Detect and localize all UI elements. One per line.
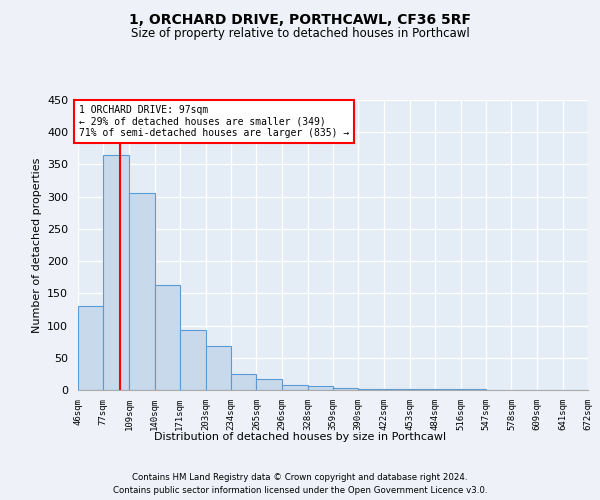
Bar bbox=[103, 155, 130, 390]
Bar bbox=[231, 374, 256, 390]
Bar bbox=[358, 388, 385, 390]
Bar bbox=[385, 388, 410, 390]
Text: Size of property relative to detached houses in Porthcawl: Size of property relative to detached ho… bbox=[131, 28, 469, 40]
Y-axis label: Number of detached properties: Number of detached properties bbox=[32, 158, 41, 332]
Bar bbox=[155, 285, 180, 390]
Bar bbox=[206, 346, 231, 390]
Bar bbox=[256, 379, 281, 390]
Bar bbox=[78, 306, 103, 390]
Text: Distribution of detached houses by size in Porthcawl: Distribution of detached houses by size … bbox=[154, 432, 446, 442]
Bar bbox=[180, 330, 206, 390]
Text: 1 ORCHARD DRIVE: 97sqm
← 29% of detached houses are smaller (349)
71% of semi-de: 1 ORCHARD DRIVE: 97sqm ← 29% of detached… bbox=[79, 104, 349, 138]
Bar bbox=[308, 386, 333, 390]
Text: Contains public sector information licensed under the Open Government Licence v3: Contains public sector information licen… bbox=[113, 486, 487, 495]
Bar bbox=[130, 194, 155, 390]
Bar bbox=[333, 388, 358, 390]
Text: 1, ORCHARD DRIVE, PORTHCAWL, CF36 5RF: 1, ORCHARD DRIVE, PORTHCAWL, CF36 5RF bbox=[129, 12, 471, 26]
Bar bbox=[281, 385, 308, 390]
Text: Contains HM Land Registry data © Crown copyright and database right 2024.: Contains HM Land Registry data © Crown c… bbox=[132, 472, 468, 482]
